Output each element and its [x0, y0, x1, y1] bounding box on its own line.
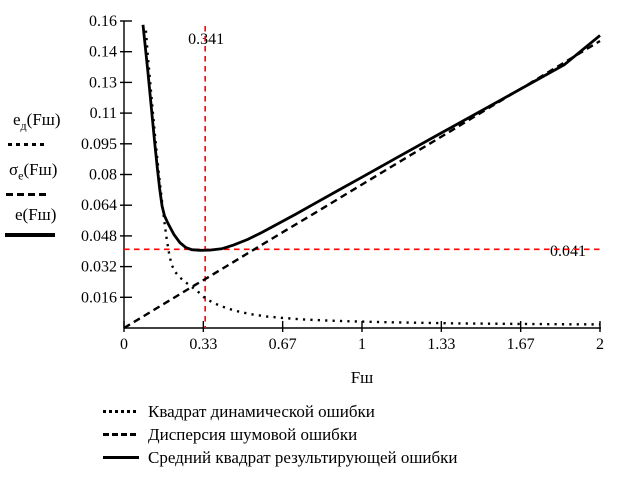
- y-tick-label: 0.064: [81, 197, 117, 214]
- y-tick-label: 0.016: [81, 289, 117, 306]
- legend-item-resulting-error: Средний квадрат результирующей ошибки: [103, 446, 458, 469]
- x-tick-label: 1.67: [507, 336, 535, 353]
- curve-solid: [141, 24, 601, 252]
- trace-label-arg: (Fш): [22, 205, 57, 224]
- x-tick-label: 0.33: [189, 336, 217, 353]
- solid-line-sample: [103, 456, 139, 459]
- solid-line-sample: [5, 233, 55, 237]
- trace-label-dynamic-error: eд(Fш): [13, 110, 61, 135]
- y-tick-label: 0.095: [81, 136, 117, 153]
- legend-label: Средний квадрат результирующей ошибки: [148, 447, 458, 467]
- y-tick-label: 0.048: [81, 228, 117, 245]
- x-tick-label: 1: [358, 336, 366, 353]
- x-axis-title: Fш: [350, 368, 374, 387]
- legend-item-noise-variance: Дисперсия шумовой ошибки: [103, 423, 458, 446]
- chart-canvas: 0 0.33 0.67 1 1.33 1.67 2 0.016 0.032 0.048 0.064 0…: [81, 13, 604, 353]
- legend-label: Дисперсия шумовой ошибки: [148, 424, 358, 444]
- trace-label-main: e: [15, 205, 23, 224]
- y-tick-label: 0.13: [89, 74, 117, 91]
- trace-label-main: e: [13, 110, 21, 129]
- x-tick-label: 2: [596, 336, 604, 353]
- y-tick-label: 0.16: [89, 13, 117, 30]
- y-tick-label: 0.032: [81, 259, 117, 276]
- dashed-line-sample: [6, 193, 49, 196]
- y-tick-label: 0.11: [90, 105, 117, 122]
- trace-label-main: σ: [9, 160, 19, 179]
- dotted-line-sample: [8, 143, 46, 146]
- marker-x-value-label: 0.341: [188, 31, 224, 48]
- y-tick-label: 0.08: [89, 167, 117, 184]
- legend-item-dynamic-error: Квадрат динамической ошибки: [103, 400, 458, 423]
- x-tick-label: 0.67: [269, 336, 297, 353]
- legend-label: Квадрат динамической ошибки: [148, 401, 375, 421]
- x-tick-label: 0: [120, 336, 128, 353]
- trace-label-sub: д: [20, 118, 27, 133]
- trace-label-arg: (Fш): [26, 110, 61, 129]
- dotted-line-sample: [103, 410, 139, 413]
- marker-y-value-label: 0.041: [550, 243, 586, 260]
- x-tick-label: 1.33: [427, 336, 455, 353]
- trace-label-noise-variance: σe(Fш): [9, 160, 57, 185]
- y-tick-label: 0.14: [89, 44, 117, 61]
- legend: Квадрат динамической ошибки Дисперсия шу…: [103, 400, 458, 469]
- trace-label-sub: e: [18, 168, 24, 183]
- trace-label-arg: (Fш): [23, 160, 58, 179]
- dashed-line-sample: [103, 433, 139, 436]
- trace-label-resulting-error: e(Fш): [15, 205, 56, 230]
